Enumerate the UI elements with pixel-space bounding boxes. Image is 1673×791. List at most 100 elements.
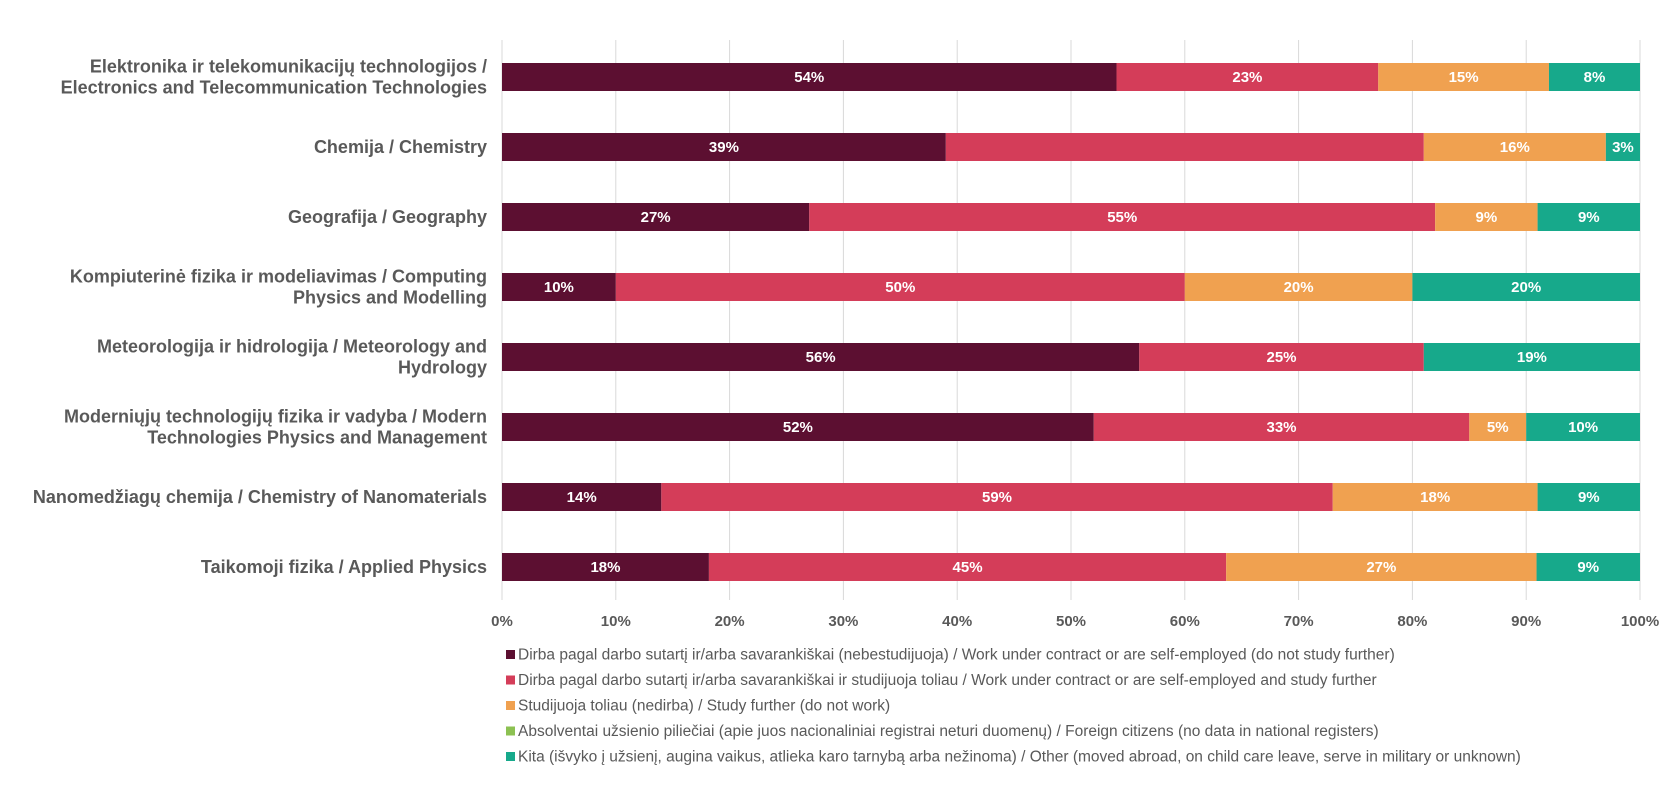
bar-segment [502, 483, 662, 511]
x-tick-label: 60% [1170, 613, 1200, 630]
data-label: 23% [1232, 69, 1262, 86]
legend: Dirba pagal darbo sutartį ir/arba savara… [506, 647, 1521, 766]
bar-segment [502, 413, 1094, 441]
bar-segment [1435, 203, 1538, 231]
data-label: 50% [885, 279, 915, 296]
bar-segment [1139, 343, 1424, 371]
category-label: Chemija / Chemistry [314, 137, 487, 157]
bar-segment [1537, 203, 1640, 231]
data-label: 18% [1420, 489, 1450, 506]
bar-segment [1537, 483, 1640, 511]
data-label: 8% [1584, 69, 1606, 86]
x-tick-label: 10% [601, 613, 631, 630]
category-label: Physics and Modelling [293, 288, 487, 308]
data-label: 20% [1284, 279, 1314, 296]
data-label: 52% [783, 419, 813, 436]
category-label: Elektronika ir telekomunikacijų technolo… [90, 57, 487, 77]
bar-segment [1605, 133, 1640, 161]
data-label: 9% [1578, 209, 1600, 226]
data-label: 9% [1577, 559, 1599, 576]
legend-swatch [506, 701, 515, 710]
bar-segment [502, 273, 616, 301]
data-label: 5% [1487, 419, 1509, 436]
bar-segment [1423, 343, 1640, 371]
data-label: 15% [1449, 69, 1479, 86]
data-labels: 54% 23% 15% 8% 39% 16% 3% 27% 55% 9% 9% 10% 50% 20% 20… [544, 69, 1634, 576]
data-label: 10% [1568, 419, 1598, 436]
legend-swatch [506, 650, 515, 659]
bar-segment [1093, 413, 1470, 441]
data-label: 27% [1366, 559, 1396, 576]
category-label: Hydrology [398, 358, 487, 378]
bar-segment [1423, 133, 1606, 161]
data-label: 55% [1107, 209, 1137, 226]
data-label: 9% [1476, 209, 1498, 226]
data-label: 39% [709, 139, 739, 156]
bar-segment [708, 553, 1227, 581]
legend-swatch [506, 675, 515, 685]
data-label: 9% [1578, 489, 1600, 506]
x-tick-label: 90% [1511, 613, 1541, 630]
gridlines [501, 40, 1641, 600]
legend-label: Kita (išvyko į užsienį, augina vaikus, a… [518, 749, 1521, 766]
bar-segment [1378, 63, 1549, 91]
bar-segment [1526, 413, 1640, 441]
bar-segment [502, 553, 709, 581]
bar-segment [1116, 63, 1379, 91]
category-label: Meteorologija ir hidrologija / Meteorolo… [97, 337, 487, 357]
legend-label: Dirba pagal darbo sutartį ir/arba savara… [518, 672, 1377, 689]
legend-label: Studijuoja toliau (nedirba) / Study furt… [518, 698, 890, 715]
bar-segment [1332, 483, 1538, 511]
category-label: Technologies Physics and Management [147, 428, 487, 448]
data-label: 56% [806, 349, 836, 366]
legend-swatch [506, 726, 515, 736]
x-tick-label: 100% [1621, 613, 1659, 630]
legend-label: Dirba pagal darbo sutartį ir/arba savara… [518, 647, 1395, 664]
bar-segment [1469, 413, 1527, 441]
x-axis-ticks: 0% 10% 20% 30% 40% 50% 60% 70% 80% 90% 100% [491, 613, 1659, 630]
category-label: Electronics and Telecommunication Techno… [61, 78, 487, 98]
data-label: 20% [1511, 279, 1541, 296]
category-label: Nanomedžiagų chemija / Chemistry of Nano… [33, 487, 487, 507]
legend-swatch [506, 752, 515, 761]
bar-segment [1548, 63, 1640, 91]
bar-segment [1226, 553, 1537, 581]
category-label: Geografija / Geography [288, 207, 487, 227]
bar-segment [502, 343, 1140, 371]
category-label: Taikomoji fizika / Applied Physics [201, 557, 487, 577]
data-label: 18% [590, 559, 620, 576]
data-label: 10% [544, 279, 574, 296]
data-label: 19% [1517, 349, 1547, 366]
bar-segment [615, 273, 1185, 301]
bar-segment [809, 203, 1436, 231]
bars [502, 63, 1640, 581]
data-label: 33% [1267, 419, 1297, 436]
x-tick-label: 50% [1056, 613, 1086, 630]
x-tick-label: 40% [942, 613, 972, 630]
x-tick-label: 70% [1284, 613, 1314, 630]
x-tick-label: 0% [491, 613, 513, 630]
data-label: 14% [567, 489, 597, 506]
data-label: 27% [641, 209, 671, 226]
data-label: 25% [1267, 349, 1297, 366]
bar-segment [1184, 273, 1413, 301]
legend-label: Absolventai užsienio piliečiai (apie juo… [518, 723, 1379, 740]
bar-segment [502, 133, 946, 161]
category-label: Moderniųjų technologijų fizika ir vadyba… [64, 407, 487, 427]
data-label: 54% [794, 69, 824, 86]
bar-segment [1412, 273, 1640, 301]
bar-segment [502, 63, 1117, 91]
bar-segment [945, 133, 1424, 161]
data-label: 45% [953, 559, 983, 576]
bar-segment [502, 203, 810, 231]
category-labels: Elektronika ir telekomunikacijų technolo… [33, 57, 487, 578]
data-label: 16% [1500, 139, 1530, 156]
x-tick-label: 20% [715, 613, 745, 630]
data-label: 59% [982, 489, 1012, 506]
x-tick-label: 80% [1397, 613, 1427, 630]
bar-segment [1536, 553, 1640, 581]
data-label: 3% [1612, 139, 1634, 156]
bar-segment [661, 483, 1333, 511]
category-label: Kompiuterinė fizika ir modeliavimas / Co… [70, 267, 487, 287]
